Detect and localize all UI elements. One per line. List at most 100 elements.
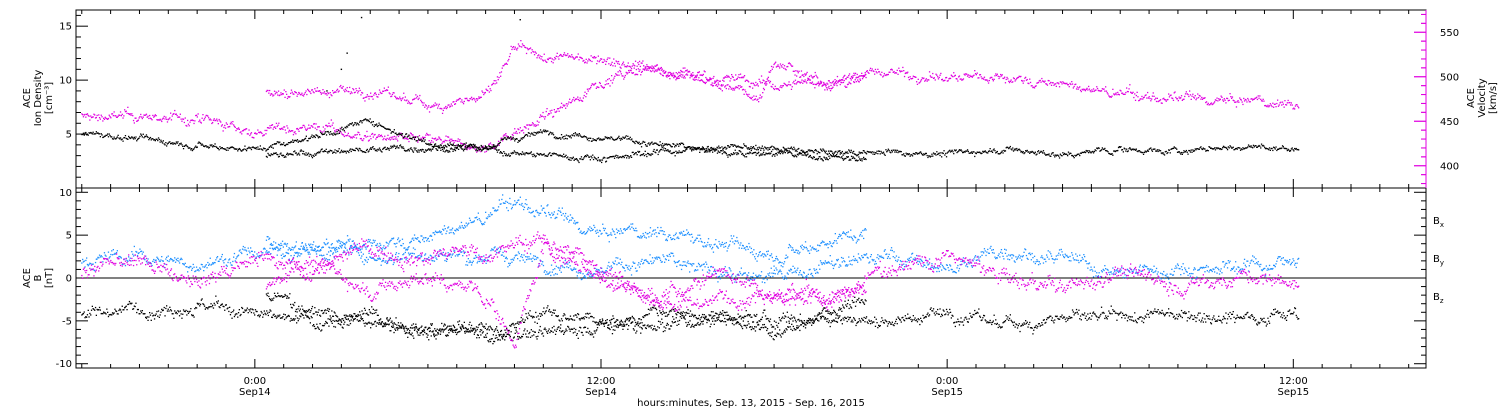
velocity-point xyxy=(946,80,948,82)
density-point xyxy=(680,151,682,153)
velocity-point xyxy=(282,93,284,95)
density-point xyxy=(1035,154,1037,156)
velocity-point xyxy=(838,80,840,82)
density-point xyxy=(476,148,478,150)
velocity-point xyxy=(643,68,645,70)
velocity-point xyxy=(606,83,608,85)
velocity-point xyxy=(334,131,337,133)
bx-point xyxy=(97,309,99,311)
velocity-point xyxy=(153,116,155,118)
velocity-point xyxy=(526,47,528,49)
velocity-point xyxy=(339,127,341,129)
density-point xyxy=(962,151,964,154)
velocity-point xyxy=(1079,86,1081,88)
velocity-point xyxy=(630,68,633,70)
velocity-point xyxy=(611,82,614,84)
velocity-point xyxy=(647,69,649,71)
velocity-point xyxy=(770,85,772,88)
velocity-point xyxy=(198,120,200,123)
velocity-point xyxy=(731,87,733,89)
density-point xyxy=(847,156,849,158)
velocity-point xyxy=(611,61,613,63)
velocity-point xyxy=(1002,77,1004,79)
velocity-point xyxy=(442,109,444,112)
density-point xyxy=(482,147,484,149)
velocity-point xyxy=(439,138,442,141)
velocity-point xyxy=(1128,88,1130,90)
density-point xyxy=(100,133,102,135)
velocity-point xyxy=(756,99,758,101)
velocity-point xyxy=(565,54,567,57)
velocity-point xyxy=(894,72,896,74)
velocity-point xyxy=(129,113,131,115)
density-point xyxy=(451,144,454,146)
density-point xyxy=(1184,151,1187,153)
density-point xyxy=(1128,148,1130,150)
velocity-point xyxy=(1070,83,1072,86)
velocity-point xyxy=(740,86,742,88)
velocity-point xyxy=(92,116,94,118)
density-point xyxy=(1266,148,1268,150)
density-point xyxy=(266,156,268,158)
density-point xyxy=(228,147,230,149)
velocity-point xyxy=(779,86,781,88)
density-point xyxy=(591,157,593,159)
density-point xyxy=(1064,153,1066,155)
velocity-point xyxy=(231,123,233,125)
velocity-point xyxy=(372,98,374,100)
velocity-point xyxy=(601,86,603,88)
density-point xyxy=(1005,147,1007,149)
density-point xyxy=(1232,146,1234,148)
density-point xyxy=(86,133,89,136)
velocity-point xyxy=(1018,75,1020,77)
density-point xyxy=(201,143,203,145)
velocity-point xyxy=(1151,95,1154,97)
density-point xyxy=(1135,148,1137,150)
velocity-point xyxy=(590,86,592,89)
velocity-point xyxy=(648,67,650,69)
velocity-point xyxy=(464,146,466,148)
density-point xyxy=(332,134,334,136)
velocity-point xyxy=(538,54,540,56)
velocity-point xyxy=(1280,101,1282,103)
density-point xyxy=(397,134,399,136)
velocity-point xyxy=(826,89,828,91)
velocity-point xyxy=(851,77,853,79)
density-point xyxy=(319,152,321,154)
velocity-point xyxy=(682,77,685,79)
density-point xyxy=(1100,149,1102,152)
density-point xyxy=(827,150,830,152)
velocity-point xyxy=(628,71,631,73)
density-point xyxy=(529,152,532,154)
density-point xyxy=(375,124,377,126)
density-point xyxy=(492,145,494,147)
density-point xyxy=(969,152,971,154)
velocity-point xyxy=(456,140,458,142)
velocity-point xyxy=(1140,98,1142,100)
density-point xyxy=(450,147,452,149)
velocity-point xyxy=(1000,75,1003,77)
velocity-point xyxy=(266,89,268,92)
density-point xyxy=(1065,153,1067,155)
density-point xyxy=(681,151,683,153)
velocity-point xyxy=(98,114,100,116)
velocity-point xyxy=(430,141,432,144)
density-point xyxy=(377,124,379,127)
velocity-point xyxy=(475,148,477,150)
velocity-point xyxy=(643,69,646,71)
velocity-point xyxy=(965,73,967,75)
velocity-point xyxy=(471,99,473,101)
density-point xyxy=(880,150,882,153)
density-point xyxy=(704,151,706,153)
density-point xyxy=(365,118,367,121)
density-point xyxy=(719,151,721,154)
velocity-point xyxy=(645,66,647,68)
density-point xyxy=(445,149,448,151)
density-point xyxy=(980,152,982,155)
velocity-point xyxy=(170,112,172,114)
density-point xyxy=(798,151,801,154)
density-point xyxy=(729,155,731,157)
density-point xyxy=(254,147,256,149)
velocity-point xyxy=(925,78,927,80)
velocity-point xyxy=(310,92,312,95)
